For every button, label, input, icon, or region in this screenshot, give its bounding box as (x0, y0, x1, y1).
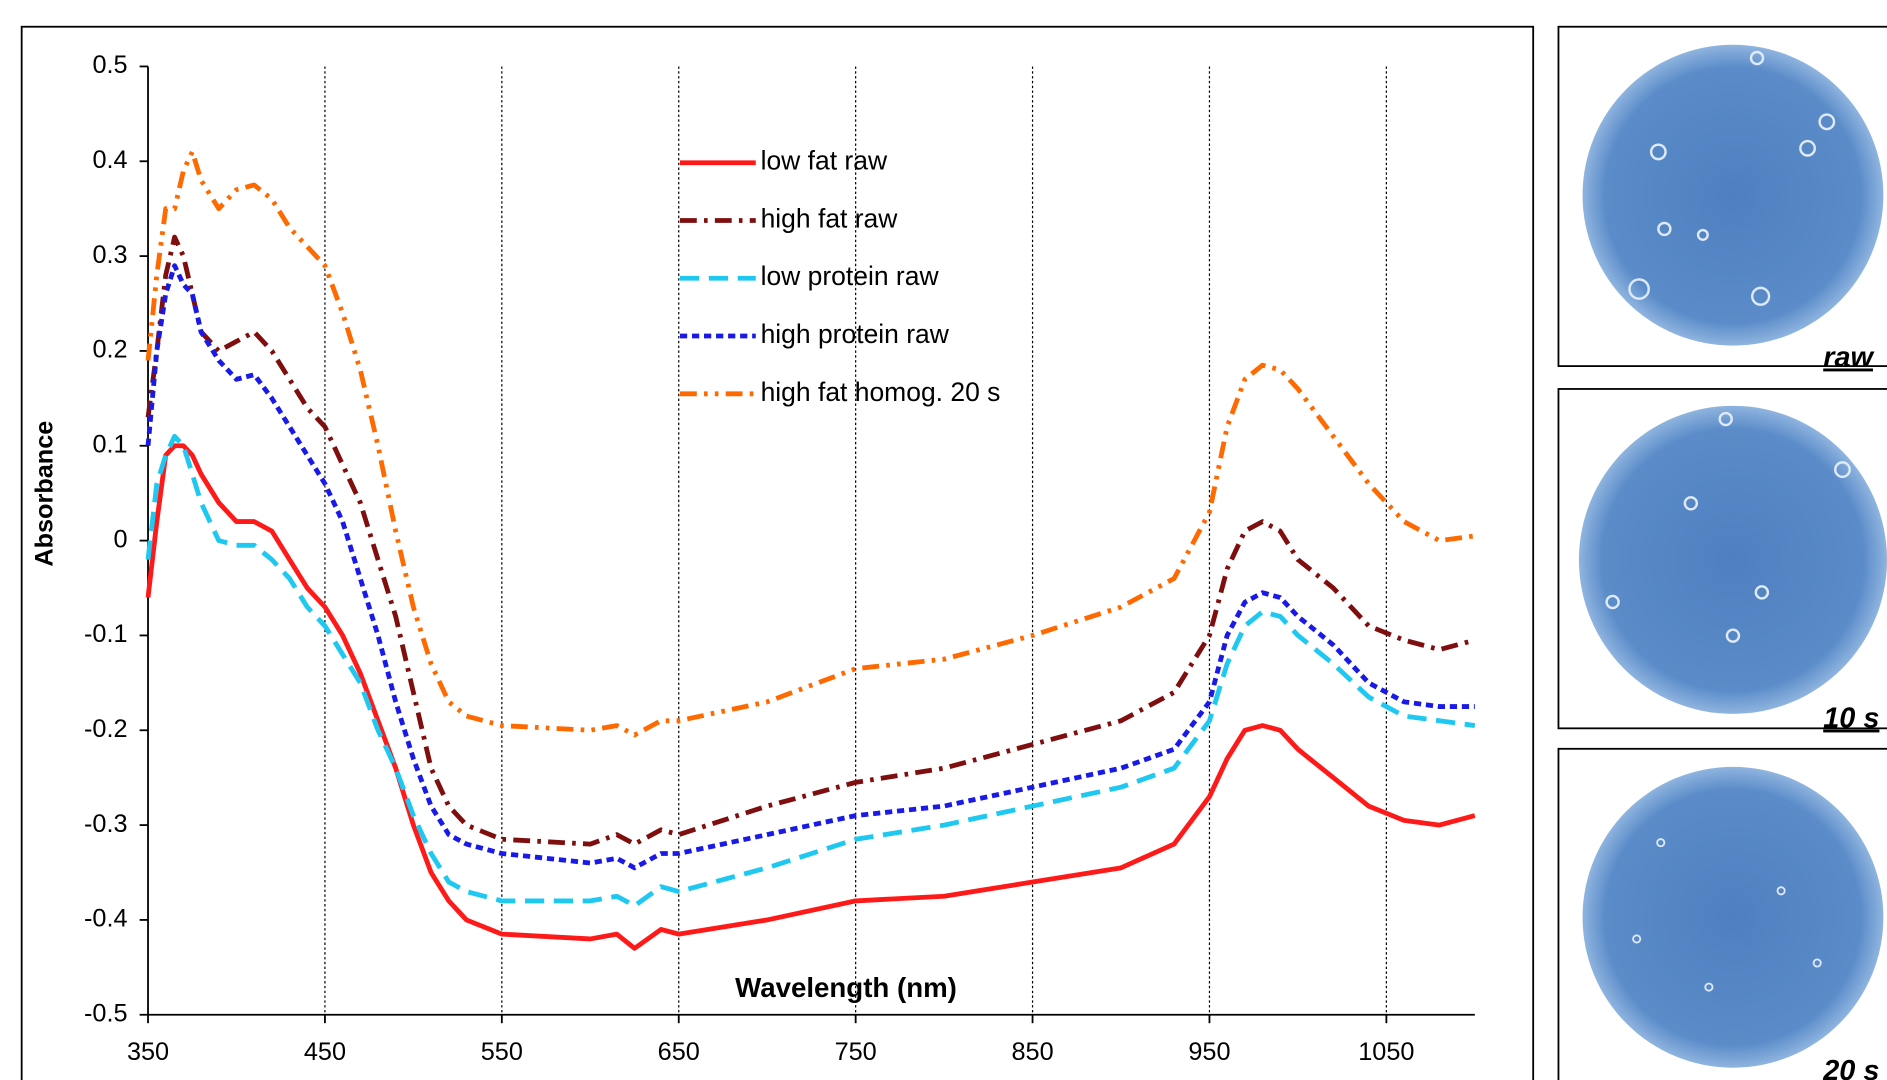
x-tick-label: 750 (835, 1038, 877, 1066)
legend-label: high fat raw (761, 203, 899, 233)
x-tick-label: 550 (481, 1038, 523, 1066)
image-label: raw (1823, 342, 1874, 374)
y-tick-label: 0.3 (92, 241, 127, 269)
micrograph (1582, 44, 1884, 346)
y-tick-label: -0.3 (84, 810, 128, 838)
micrograph (1582, 766, 1884, 1068)
x-tick-label: 350 (127, 1038, 169, 1066)
bubbles (1605, 411, 1851, 643)
x-tick-label: 950 (1188, 1038, 1230, 1066)
x-axis-label: Wavelength (nm) (735, 972, 957, 1003)
y-tick-label: -0.2 (84, 715, 128, 743)
x-tick-label: 1050 (1358, 1038, 1414, 1066)
x-tick-label: 850 (1011, 1038, 1053, 1066)
chart-frame (20, 25, 1535, 1080)
micrograph (1578, 405, 1887, 714)
y-tick-label: -0.1 (84, 620, 128, 648)
x-tick-label: 650 (658, 1038, 700, 1066)
data-line (145, 149, 1476, 738)
data-line (145, 443, 1476, 951)
image-label: 10 s (1823, 703, 1879, 735)
y-tick-label: -0.4 (84, 905, 128, 933)
image-label: 20 s (1822, 1055, 1879, 1080)
legend-label: high protein raw (761, 319, 950, 349)
y-tick-label: -0.5 (84, 999, 128, 1027)
legend-label: high fat homog. 20 s (761, 377, 1001, 407)
y-tick-label: 0.2 (92, 336, 127, 364)
image-panels: raw 10 s 20 s (1557, 25, 1887, 1080)
data-line (145, 433, 1476, 909)
y-tick-label: 0.5 (92, 51, 127, 79)
x-tick-label: 450 (304, 1038, 346, 1066)
data-line (145, 234, 1476, 847)
y-tick-label: 0 (114, 525, 128, 553)
y-tick-label: 0.1 (92, 430, 127, 458)
y-tick-label: 0.4 (92, 146, 127, 174)
bubbles (1632, 838, 1822, 992)
y-axis-label: Absorbance (30, 421, 58, 567)
legend-label: low fat raw (761, 146, 888, 176)
bubbles (1628, 50, 1836, 306)
data-line (145, 263, 1475, 871)
legend-label: low protein raw (761, 261, 940, 291)
